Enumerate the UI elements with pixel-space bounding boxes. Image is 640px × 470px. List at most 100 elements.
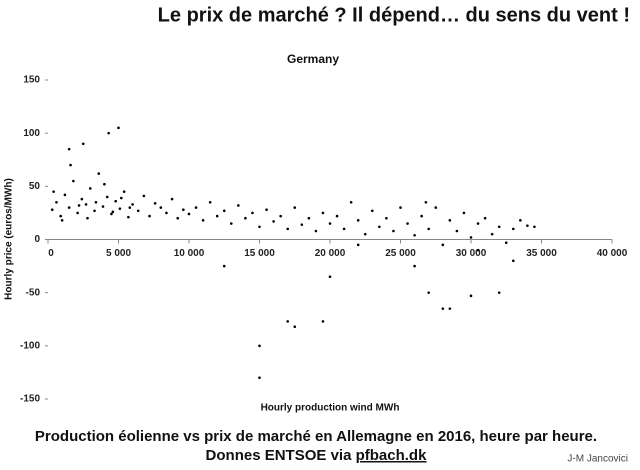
point xyxy=(215,214,219,218)
point xyxy=(293,206,297,209)
point xyxy=(413,264,416,268)
x-tick-label: 30 000 xyxy=(456,248,487,259)
point xyxy=(63,193,67,197)
point xyxy=(356,243,360,247)
point xyxy=(455,229,459,233)
point xyxy=(469,236,473,239)
x-tick-label: 10 000 xyxy=(174,248,205,259)
point xyxy=(258,376,261,380)
point xyxy=(52,190,55,193)
caption: Donnes ENTSOE via pfbach.dk xyxy=(206,447,428,464)
caption: Production éolienne vs prix de marché en… xyxy=(35,428,597,445)
point xyxy=(94,200,98,204)
point xyxy=(441,307,445,310)
point xyxy=(237,204,240,207)
point xyxy=(483,216,487,220)
point xyxy=(512,227,515,231)
point xyxy=(120,196,123,200)
caption-text: Donnes ENTSOE via xyxy=(206,447,353,464)
point xyxy=(89,187,92,190)
point xyxy=(93,209,96,213)
caption-link[interactable]: pfbach.dk xyxy=(356,447,427,464)
point xyxy=(258,225,261,229)
point xyxy=(476,222,480,225)
point xyxy=(307,216,311,220)
point xyxy=(50,208,54,212)
x-tick-label: 35 000 xyxy=(526,248,557,259)
point xyxy=(342,227,346,231)
point xyxy=(76,211,79,215)
point xyxy=(335,214,339,218)
point xyxy=(356,219,360,222)
y-tick-label: 50 xyxy=(29,181,41,192)
point xyxy=(84,203,88,206)
point xyxy=(59,214,62,218)
point xyxy=(117,126,120,130)
point xyxy=(504,241,508,244)
chart-title: Germany xyxy=(287,52,339,66)
point xyxy=(265,208,268,212)
point xyxy=(55,200,58,204)
point xyxy=(81,142,85,146)
point xyxy=(110,212,113,216)
point xyxy=(142,194,146,198)
point xyxy=(272,220,275,223)
point xyxy=(148,214,151,218)
point xyxy=(469,294,473,298)
point xyxy=(69,163,72,167)
point xyxy=(128,206,132,209)
y-tick-label: -100 xyxy=(20,340,40,351)
point xyxy=(533,225,536,229)
point xyxy=(72,179,75,183)
point xyxy=(208,200,212,204)
point xyxy=(114,199,117,203)
x-tick-label: 0 xyxy=(48,248,54,259)
point xyxy=(67,147,71,151)
point xyxy=(286,227,290,231)
point xyxy=(230,222,233,225)
point xyxy=(258,344,261,348)
point xyxy=(490,232,494,236)
y-tick-label: 150 xyxy=(23,75,40,86)
point xyxy=(286,320,290,323)
point xyxy=(136,209,140,213)
y-tick-label: -50 xyxy=(26,287,41,298)
x-tick-label: 25 000 xyxy=(385,248,416,259)
point xyxy=(182,208,185,212)
point xyxy=(526,224,529,227)
point xyxy=(187,212,191,216)
point xyxy=(497,225,501,229)
point xyxy=(176,216,180,220)
point xyxy=(127,215,130,219)
point xyxy=(165,211,168,215)
point xyxy=(413,233,416,237)
point xyxy=(159,206,163,209)
x-tick-label: 40 000 xyxy=(597,248,628,259)
point xyxy=(194,206,198,209)
point xyxy=(363,232,367,236)
point xyxy=(441,243,445,247)
point xyxy=(118,207,122,210)
point xyxy=(153,202,157,205)
y-axis-label: Hourly price (euros/MWh) xyxy=(4,178,15,300)
point xyxy=(60,219,64,222)
x-tick-label: 15 000 xyxy=(244,248,275,259)
point xyxy=(434,206,438,209)
point xyxy=(103,182,106,186)
point xyxy=(170,197,174,201)
point xyxy=(328,222,332,225)
point xyxy=(300,223,304,226)
point xyxy=(420,214,423,218)
point xyxy=(321,320,325,323)
x-tick-label: 5 000 xyxy=(106,248,131,259)
point xyxy=(279,214,282,218)
point xyxy=(371,209,374,213)
point xyxy=(67,206,71,209)
point xyxy=(427,227,431,231)
point xyxy=(321,211,325,215)
point xyxy=(448,307,452,310)
point xyxy=(349,200,353,204)
y-tick-label: 100 xyxy=(23,128,40,139)
point xyxy=(392,229,395,233)
point xyxy=(80,197,84,201)
